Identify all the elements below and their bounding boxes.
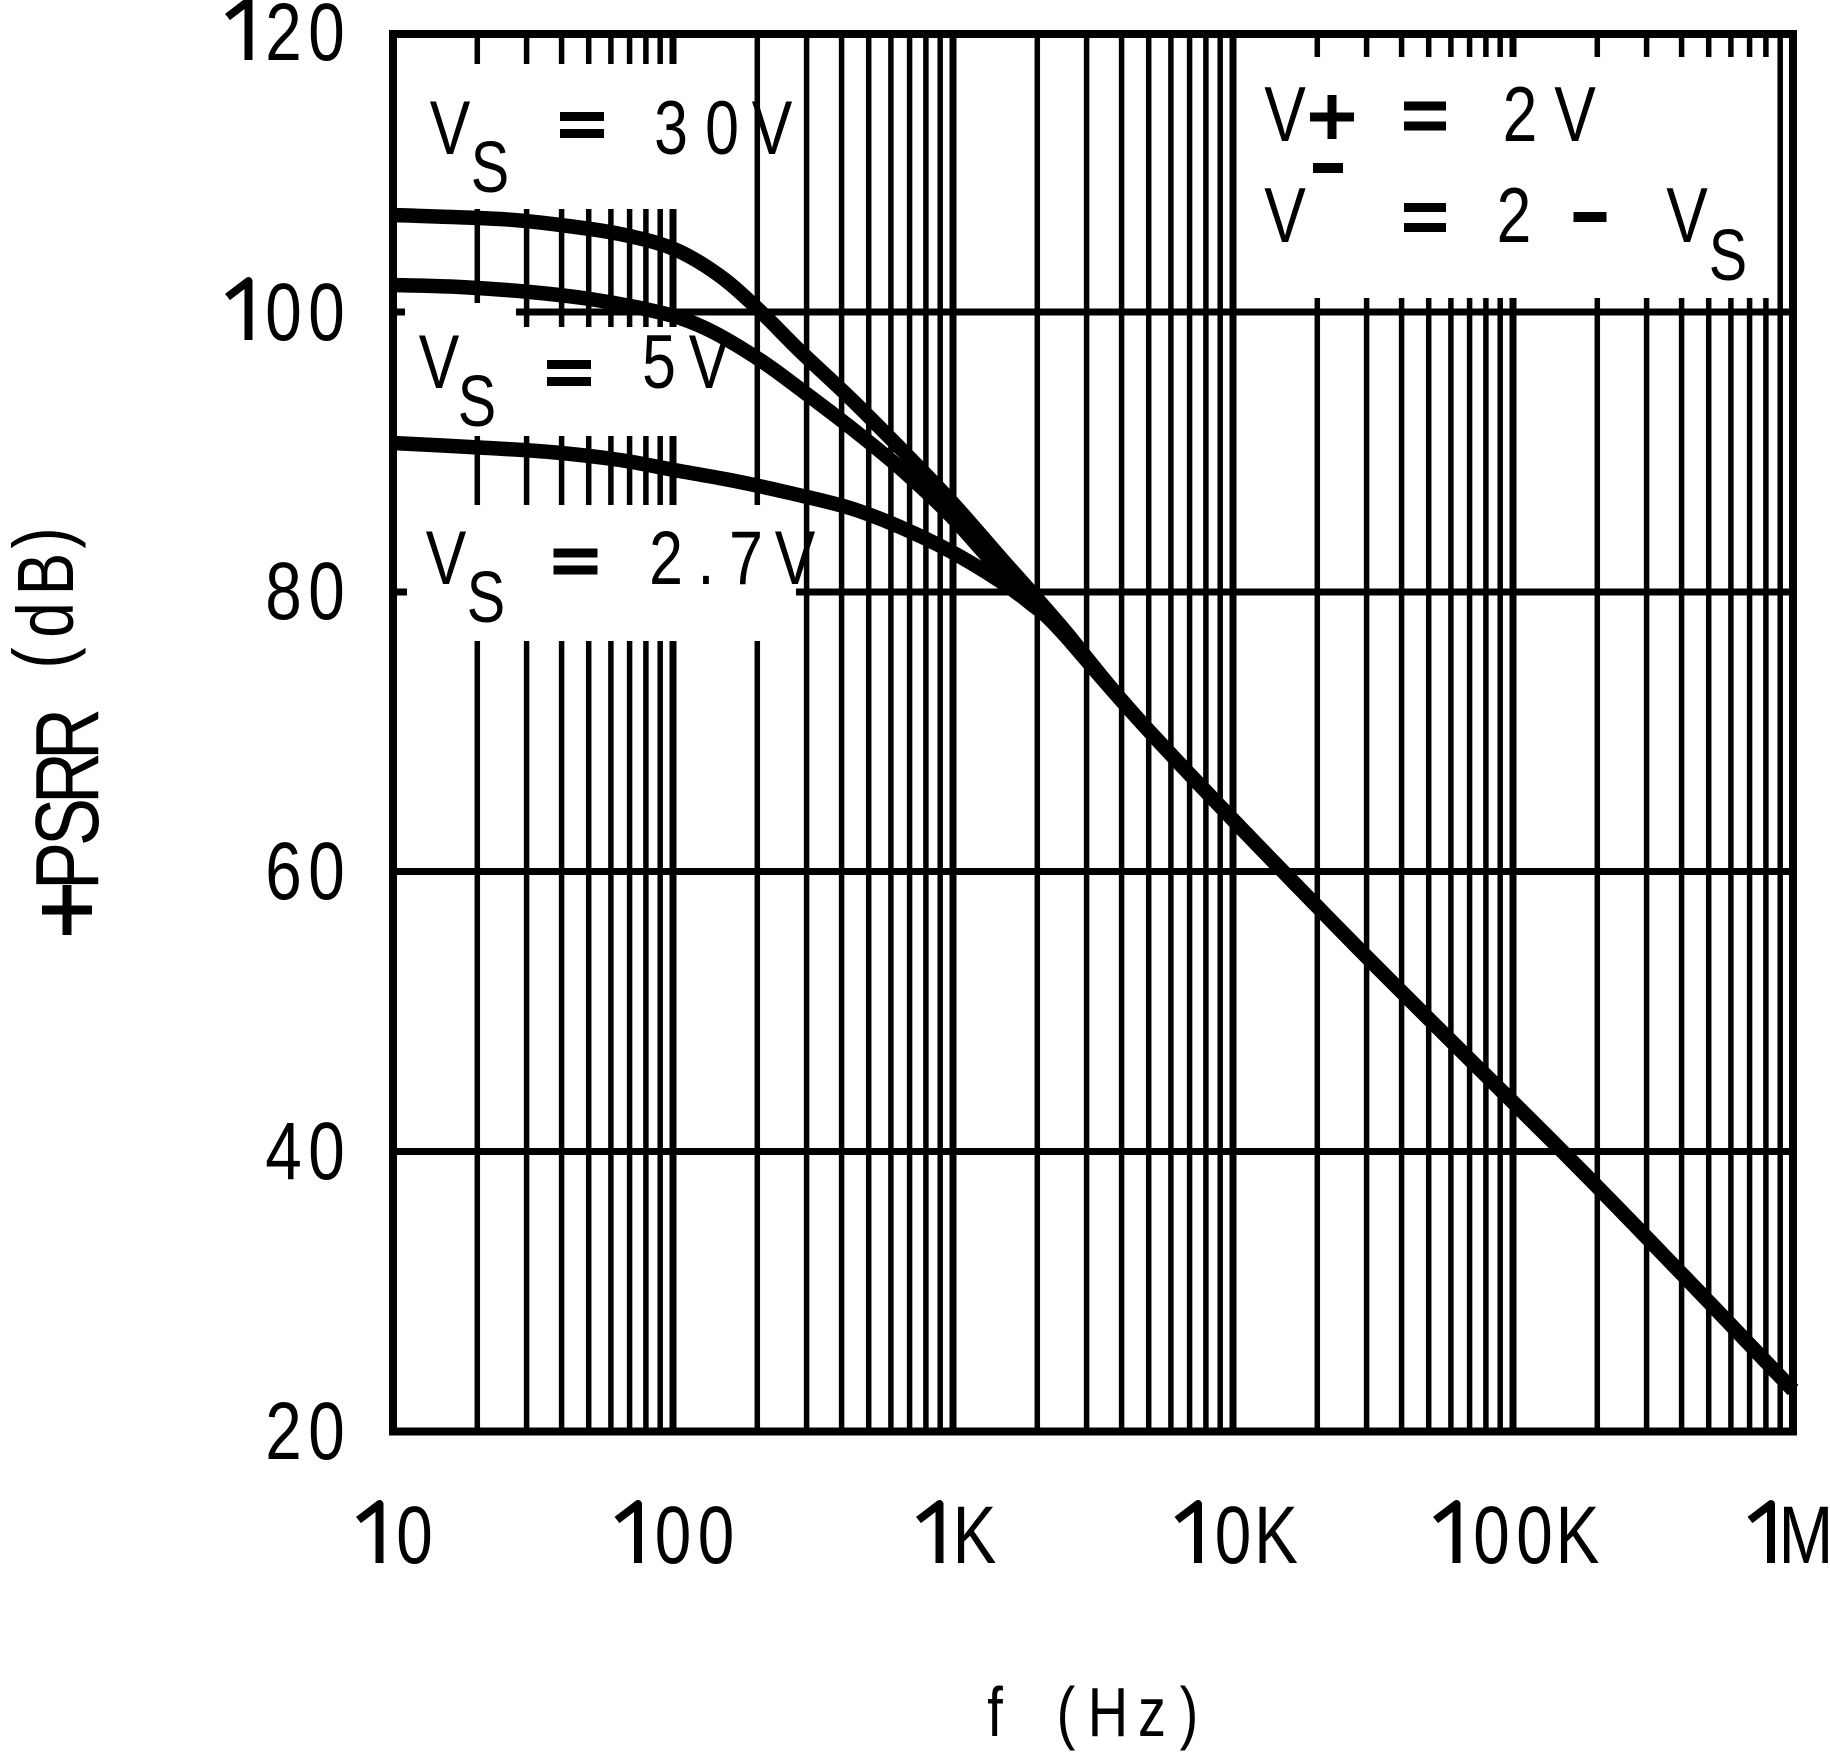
svg-text:S: S	[458, 361, 496, 442]
svg-text:K: K	[1556, 1489, 1600, 1581]
svg-text:6: 6	[265, 825, 301, 917]
svg-text:R: R	[17, 708, 117, 760]
svg-text:K: K	[1254, 1489, 1298, 1581]
svg-text:S: S	[467, 557, 505, 638]
svg-text:0: 0	[308, 1105, 344, 1197]
svg-text:0: 0	[1473, 1489, 1509, 1581]
svg-text:0: 0	[308, 0, 344, 78]
svg-text:2: 2	[1497, 171, 1532, 258]
svg-text:H: H	[1088, 1674, 1128, 1751]
svg-text:V: V	[1264, 171, 1306, 258]
svg-text:R: R	[17, 752, 117, 804]
svg-text:0: 0	[308, 266, 344, 358]
svg-text:4: 4	[265, 1105, 301, 1197]
svg-text:z: z	[1138, 1674, 1166, 1751]
svg-text:V: V	[1666, 171, 1708, 258]
svg-text:(: (	[1057, 1674, 1076, 1751]
svg-text:V: V	[426, 516, 467, 601]
svg-text:0: 0	[308, 545, 344, 637]
svg-text:0: 0	[698, 1489, 734, 1581]
svg-text:P: P	[17, 842, 117, 890]
svg-text:0: 0	[308, 825, 344, 917]
svg-text:2: 2	[265, 0, 301, 78]
svg-text:7: 7	[729, 516, 763, 601]
svg-text:.: .	[698, 516, 715, 601]
svg-text:K: K	[953, 1489, 997, 1581]
svg-text:V: V	[689, 320, 730, 405]
svg-text:V: V	[752, 86, 793, 171]
svg-text:3: 3	[654, 86, 688, 171]
svg-text:0: 0	[265, 266, 301, 358]
svg-text:S: S	[1709, 215, 1747, 296]
svg-text:f: f	[987, 1674, 1003, 1751]
svg-text:V: V	[1554, 70, 1596, 157]
svg-text:0: 0	[655, 1489, 691, 1581]
svg-text:2: 2	[1503, 70, 1538, 157]
svg-text:d: d	[1, 602, 90, 638]
svg-text:): )	[0, 527, 87, 548]
svg-text:8: 8	[265, 545, 301, 637]
svg-text:2: 2	[265, 1385, 301, 1477]
svg-text:V: V	[775, 516, 816, 601]
svg-text:5: 5	[642, 320, 676, 405]
svg-text:0: 0	[1516, 1489, 1552, 1581]
svg-text:0: 0	[1215, 1489, 1251, 1581]
svg-text:): )	[1180, 1674, 1199, 1751]
svg-text:0: 0	[705, 86, 739, 171]
svg-text:S: S	[17, 798, 117, 846]
svg-text:0: 0	[396, 1489, 432, 1581]
svg-text:V: V	[430, 86, 471, 171]
svg-text:V: V	[1264, 70, 1306, 157]
svg-text:2: 2	[649, 516, 683, 601]
svg-text:(: (	[0, 647, 87, 668]
svg-text:M: M	[1779, 1489, 1830, 1581]
svg-text:V: V	[419, 320, 460, 405]
svg-text:S: S	[471, 127, 509, 208]
svg-text:B: B	[1, 553, 90, 596]
svg-text:0: 0	[308, 1385, 344, 1477]
